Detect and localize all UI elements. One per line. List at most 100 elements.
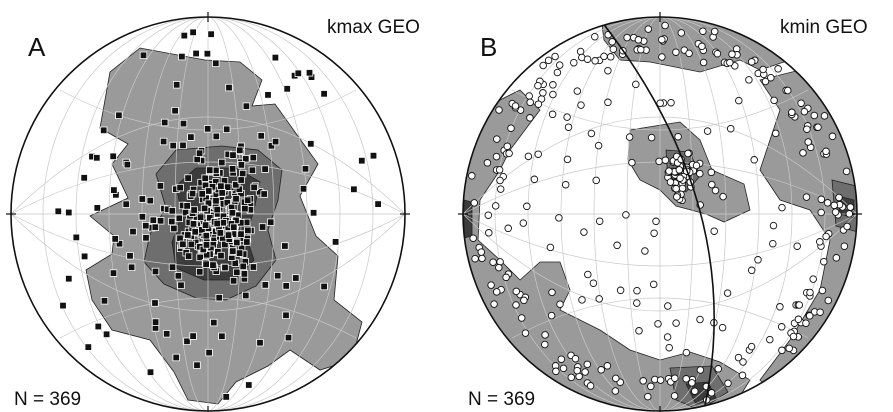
data-point	[258, 223, 267, 231]
data-point	[676, 174, 684, 182]
data-point	[84, 343, 92, 351]
data-point	[495, 263, 503, 272]
data-point	[218, 158, 226, 167]
data-point	[666, 178, 675, 186]
data-point	[548, 110, 557, 119]
data-point	[530, 175, 539, 184]
data-point	[719, 192, 727, 201]
data-point	[507, 124, 515, 132]
data-point	[846, 203, 855, 211]
data-point	[604, 98, 612, 107]
data-point	[524, 152, 533, 161]
data-point	[644, 392, 652, 401]
data-point	[655, 157, 663, 166]
data-point	[284, 333, 293, 342]
data-point	[264, 91, 272, 99]
data-point	[673, 193, 681, 201]
data-point	[208, 183, 217, 191]
data-point	[127, 263, 136, 271]
data-point	[187, 240, 196, 249]
data-point	[193, 361, 201, 369]
data-point	[221, 263, 229, 272]
data-point	[724, 379, 732, 388]
data-point	[650, 229, 658, 237]
data-point	[661, 21, 669, 30]
data-point	[777, 323, 786, 331]
data-point	[714, 365, 723, 373]
data-point	[845, 210, 854, 218]
data-point	[156, 182, 165, 190]
data-point	[156, 217, 165, 225]
data-point	[739, 358, 747, 366]
data-point	[830, 201, 839, 210]
data-point	[491, 202, 500, 210]
data-point	[774, 65, 782, 73]
data-point	[484, 211, 493, 219]
data-point	[212, 197, 220, 205]
data-point	[151, 318, 160, 326]
data-point	[519, 219, 528, 227]
data-point	[139, 51, 148, 59]
data-point	[594, 141, 603, 150]
data-point	[810, 111, 819, 120]
data-point	[843, 222, 851, 231]
data-point	[591, 32, 599, 41]
data-point	[159, 137, 168, 146]
panel-title: kmax GEO	[327, 17, 420, 38]
data-point	[238, 169, 247, 178]
data-point	[584, 270, 592, 279]
data-point	[142, 234, 150, 242]
data-point	[738, 371, 747, 380]
data-point	[201, 174, 209, 182]
data-point	[820, 112, 829, 120]
data-point	[622, 211, 630, 219]
data-point	[230, 223, 238, 231]
data-point	[754, 256, 762, 264]
data-point	[647, 133, 656, 142]
data-point	[237, 176, 245, 184]
data-point	[511, 102, 520, 110]
data-point	[212, 59, 220, 67]
data-point	[685, 49, 693, 58]
data-point	[160, 118, 169, 127]
data-point	[526, 114, 534, 122]
data-point	[202, 231, 210, 240]
data-point	[831, 208, 840, 216]
data-point	[492, 152, 501, 161]
data-point	[696, 315, 704, 324]
data-point	[747, 58, 756, 66]
data-point	[207, 30, 215, 38]
data-point	[224, 231, 233, 239]
data-point	[672, 48, 680, 56]
data-point	[707, 389, 716, 397]
data-point	[503, 142, 512, 151]
data-point	[126, 252, 134, 260]
data-point	[240, 270, 249, 278]
data-point	[699, 58, 708, 67]
data-point	[778, 346, 786, 355]
data-point	[170, 224, 178, 233]
data-point	[187, 133, 195, 141]
data-point	[245, 381, 253, 389]
data-point	[692, 161, 701, 170]
data-point	[735, 96, 743, 105]
data-point	[521, 329, 530, 337]
data-point	[665, 167, 673, 175]
data-point	[470, 199, 479, 207]
data-point	[578, 296, 586, 304]
data-point	[573, 87, 582, 95]
data-point	[658, 53, 666, 61]
data-point	[520, 296, 528, 305]
data-point	[671, 374, 679, 382]
data-point	[266, 218, 275, 226]
data-point	[301, 165, 310, 173]
data-point	[237, 161, 246, 169]
data-point	[202, 260, 210, 268]
data-point	[570, 58, 578, 67]
data-point	[271, 53, 280, 62]
data-point	[525, 92, 533, 100]
data-point	[674, 132, 682, 141]
data-point	[111, 235, 119, 243]
data-point	[512, 301, 520, 309]
data-point	[54, 207, 62, 215]
